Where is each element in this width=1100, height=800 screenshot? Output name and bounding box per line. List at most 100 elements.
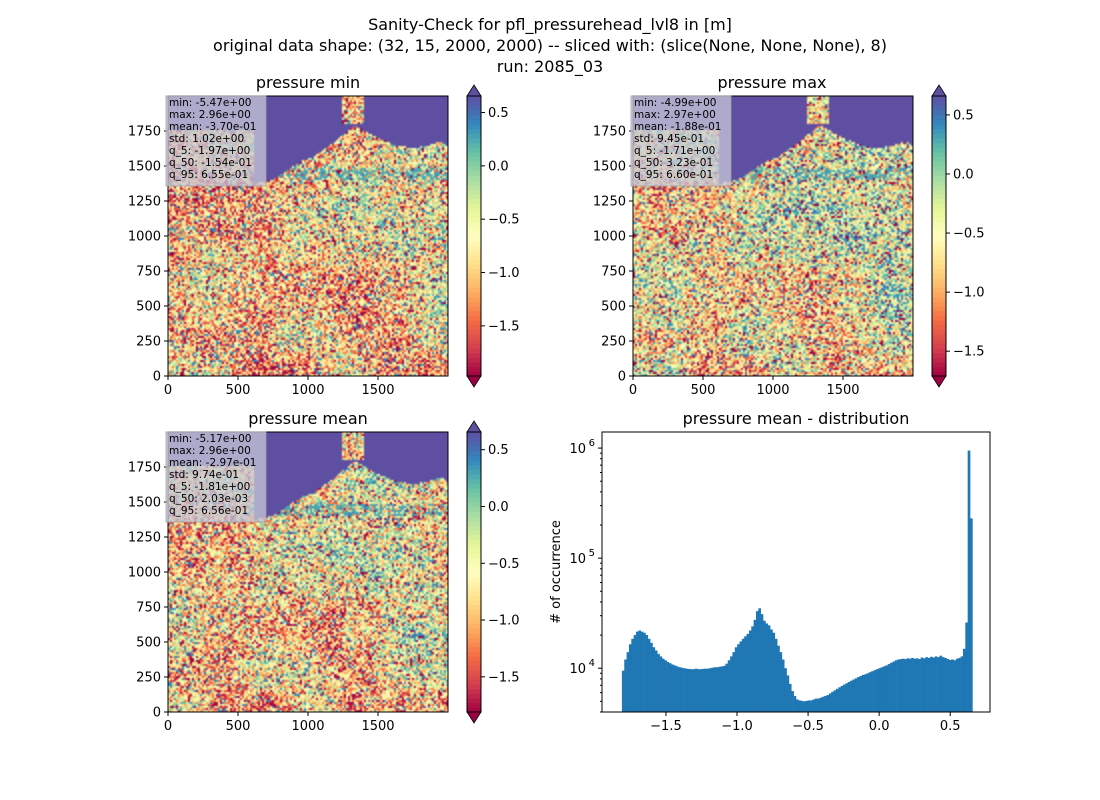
histogram-bar: [640, 631, 644, 712]
histogram-bar: [720, 666, 724, 712]
hist-x-tick-label: −0.5: [792, 719, 824, 734]
colorbar-segment: [932, 357, 946, 363]
histogram-bar: [915, 658, 919, 712]
histogram-bar: [659, 656, 663, 712]
y-tick-label: 1250: [593, 195, 626, 210]
colorbar-segment: [467, 469, 481, 475]
colorbar-segment: [932, 250, 946, 256]
panel-pressure-max: pressure max 0 500 1000 1500 0 250 500 750 1000 1…: [593, 73, 985, 398]
histogram-bar: [692, 669, 696, 712]
histogram-bar: [970, 518, 973, 712]
hist-y-tick-exponent: 6: [589, 438, 595, 449]
hist-y-tick-label: 10: [569, 442, 586, 457]
colorbar-segment: [932, 147, 946, 153]
histogram-bar: [784, 668, 787, 712]
colorbar-segment: [467, 100, 481, 106]
histogram-bar: [814, 698, 818, 712]
colorbar-segment: [467, 502, 481, 508]
colorbar-segment: [467, 236, 481, 242]
colorbar-segment: [932, 282, 946, 288]
histogram-bar: [718, 666, 721, 712]
colorbar-segment: [467, 259, 481, 265]
colorbar-segment: [932, 296, 946, 302]
colorbar-segment: [467, 245, 481, 251]
histogram-bar: [668, 663, 672, 712]
colorbar-segment: [467, 637, 481, 643]
colorbar-tick-label: 0.5: [953, 108, 974, 123]
histogram-bar: [962, 648, 966, 712]
colorbar-segment: [467, 460, 481, 466]
histogram-bar: [946, 659, 950, 712]
colorbar-segment: [467, 217, 481, 223]
histogram-bar: [885, 665, 888, 712]
colorbar-segment: [467, 446, 481, 452]
histogram-bar: [661, 658, 665, 712]
x-tick-label: 1000: [756, 383, 789, 398]
colorbar-segment: [467, 105, 481, 111]
colorbar-segment: [932, 175, 946, 181]
colorbar-segment: [467, 586, 481, 592]
histogram-bar: [772, 632, 776, 712]
histogram-bar: [941, 657, 945, 712]
colorbar-segment: [467, 618, 481, 624]
stats-line: q_95: 6.56e-01: [169, 505, 248, 517]
colorbar-segment: [467, 292, 481, 298]
y-tick-label: 1000: [128, 230, 161, 245]
hist-x-tick-label: −1.0: [721, 719, 753, 734]
colorbar-frame: [466, 431, 482, 713]
histogram-bar: [786, 675, 790, 712]
histogram-bar: [725, 663, 729, 712]
colorbar-tick-label: −1.0: [953, 286, 985, 301]
colorbar-segment: [467, 516, 481, 522]
colorbar-segment: [467, 170, 481, 176]
colorbar-tick-label: −0.5: [488, 557, 520, 572]
colorbar-pressure-mean: 0.5 0.0 −0.5 −1.0 −1.5: [466, 420, 520, 724]
histogram-bar: [859, 675, 863, 712]
colorbar-segment: [467, 684, 481, 690]
histogram-bar: [666, 661, 670, 712]
colorbar-segment: [467, 600, 481, 606]
colorbar-segment: [932, 222, 946, 228]
y-tick-label: 500: [136, 300, 161, 315]
y-tick-label: 250: [601, 335, 626, 350]
colorbar-segment: [932, 203, 946, 209]
histogram-bar: [654, 650, 658, 712]
colorbar-segment: [467, 544, 481, 550]
hist-y-tick-exponent: 5: [589, 548, 595, 559]
colorbar-segment: [467, 315, 481, 321]
colorbar-segment: [932, 161, 946, 167]
stats-line: mean: -2.97e-01: [169, 457, 256, 469]
colorbar-segment: [467, 114, 481, 120]
histogram-bar: [767, 625, 771, 712]
colorbar-segment: [467, 133, 481, 139]
histogram-bar: [737, 644, 740, 712]
colorbar-segment: [467, 119, 481, 125]
suptitle-line-3: run: 2085_03: [497, 57, 603, 77]
colorbar-segment: [932, 278, 946, 284]
histogram-bar: [840, 685, 844, 712]
histogram-bar: [711, 667, 714, 712]
histogram-bar: [864, 674, 867, 712]
colorbar-segment: [932, 310, 946, 316]
histogram-bar: [704, 668, 707, 712]
histogram-bar: [951, 659, 954, 712]
colorbar-segment: [467, 273, 481, 279]
y-tick-label: 1750: [128, 461, 161, 476]
histogram-bar: [774, 638, 778, 712]
colorbar-segment: [467, 301, 481, 307]
colorbar-segment: [467, 665, 481, 671]
colorbar-segment: [467, 628, 481, 634]
colorbar-segment: [932, 138, 946, 144]
colorbar-segment: [467, 203, 481, 209]
stats-line: std: 9.74e-01: [169, 469, 239, 481]
colorbar-segment: [467, 128, 481, 134]
colorbar-segment: [932, 343, 946, 349]
histogram-bar: [897, 659, 900, 712]
colorbar-tick-label: 0.0: [488, 500, 509, 515]
histogram-bar: [647, 638, 651, 712]
colorbar-segment: [467, 110, 481, 116]
colorbar-tick-label: 0.5: [488, 106, 509, 121]
histogram-bar: [852, 679, 856, 712]
histogram-bar: [636, 631, 639, 712]
histogram-bar: [861, 674, 865, 712]
